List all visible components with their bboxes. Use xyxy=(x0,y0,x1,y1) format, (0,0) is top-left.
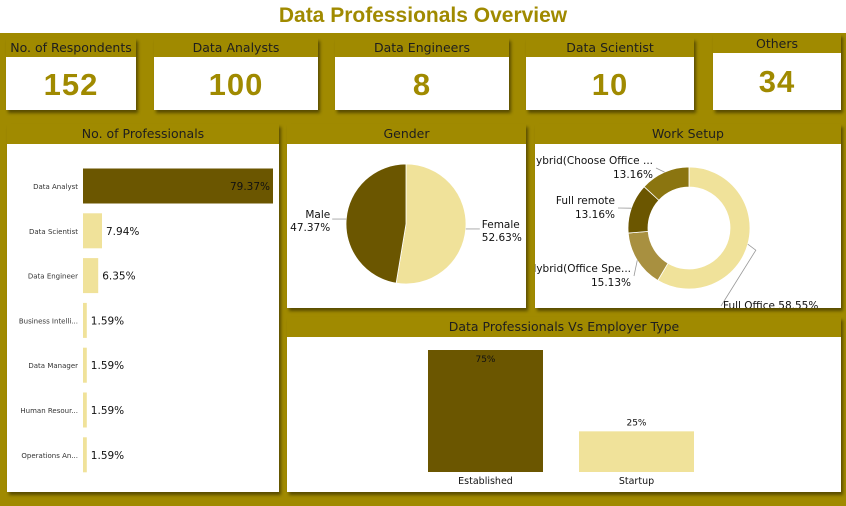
segment-label: Hybrid(Choose Office ... xyxy=(535,155,653,167)
slice-value: 52.63% xyxy=(482,232,522,244)
work-setup-donut-chart: Full Office 58.55% Hybrid(Office Spe... 15… xyxy=(528,155,818,312)
kpi-label: Data Scientist xyxy=(526,38,694,57)
kpi-value: 10 xyxy=(591,67,629,102)
slice-label: Female xyxy=(482,219,520,231)
category-label: Human Resour... xyxy=(20,407,78,415)
segment-label: Full remote xyxy=(556,195,615,207)
category-label: Data Manager xyxy=(28,362,78,370)
kpi-value: 152 xyxy=(43,67,99,102)
slice-female xyxy=(395,163,467,285)
category-label: Established xyxy=(458,476,513,487)
bar-data-analyst xyxy=(83,168,273,204)
donut-segment-1 xyxy=(627,230,669,281)
kpi-card-data-analysts[interactable]: Data Analysts 100 xyxy=(154,38,318,110)
employer-type-bar-chart: 75% Established 25% Startup xyxy=(428,350,694,487)
kpi-label: Data Engineers xyxy=(335,38,509,57)
category-label: Operations An... xyxy=(21,452,78,460)
kpi-label: Others xyxy=(713,34,841,53)
kpi-card-respondents[interactable]: No. of Respondents 152 xyxy=(6,38,136,110)
data-label: 1.59% xyxy=(91,450,124,462)
employer-panel: Data Professionals Vs Employer Type 75% E… xyxy=(287,317,841,492)
bar-startup xyxy=(579,431,694,472)
data-label: 1.59% xyxy=(91,315,124,327)
category-label: Data Scientist xyxy=(29,228,78,236)
page-title: Data Professionals Overview xyxy=(278,4,568,27)
kpi-value: 34 xyxy=(758,64,796,99)
data-label: 7.94% xyxy=(106,226,139,238)
donut-segment-3 xyxy=(643,166,690,201)
kpi-value: 100 xyxy=(208,67,264,102)
kpi-value: 8 xyxy=(412,67,432,102)
data-label: 1.59% xyxy=(91,360,124,372)
data-label: 6.35% xyxy=(102,271,135,283)
kpi-card-others[interactable]: Others 34 xyxy=(713,34,841,110)
category-label: Business Intelli... xyxy=(19,317,78,325)
bar-human-resour- xyxy=(83,392,87,428)
data-label: 79.37% xyxy=(230,181,270,193)
panel-title: Data Professionals Vs Employer Type xyxy=(287,317,841,337)
bar-data-scientist xyxy=(83,213,103,249)
segment-value: 13.16% xyxy=(575,209,615,221)
data-label: 75% xyxy=(475,355,495,365)
kpi-card-data-engineers[interactable]: Data Engineers 8 xyxy=(335,38,509,110)
bar-data-engineer xyxy=(83,258,99,294)
category-label: Startup xyxy=(619,476,654,487)
donut-segment-0 xyxy=(657,166,751,290)
title-bar: Data Professionals Overview xyxy=(0,0,846,33)
kpi-card-data-scientist[interactable]: Data Scientist 10 xyxy=(526,38,694,110)
segment-value: 13.16% xyxy=(613,169,653,181)
kpi-label: Data Analysts xyxy=(154,38,318,57)
slice-label: Male xyxy=(305,209,330,221)
segment-value: 15.13% xyxy=(591,277,631,289)
kpi-label: No. of Respondents xyxy=(6,38,136,57)
leader-line xyxy=(720,243,757,307)
data-label: 25% xyxy=(626,418,646,428)
category-label: Data Analyst xyxy=(33,183,78,191)
slice-male xyxy=(345,163,407,284)
data-label: 1.59% xyxy=(91,405,124,417)
category-label: Data Engineer xyxy=(28,273,78,281)
leader-line xyxy=(633,260,638,277)
professionals-bar-chart: Data Analyst 79.37% Data Scientist 7.94% Dat… xyxy=(19,168,273,473)
gender-panel: Gender Female 52.63% Male 47.37% xyxy=(287,124,526,308)
work-setup-panel: Work Setup Full Office 58.55% Hybrid(Offi… xyxy=(528,124,841,312)
bar-operations-an- xyxy=(83,437,87,473)
professionals-panel: No. of Professionals Data Analyst 79.37% D… xyxy=(7,124,279,492)
bar-data-manager xyxy=(83,347,87,383)
segment-label: Full Office 58.55% xyxy=(723,300,818,308)
panel-title: No. of Professionals xyxy=(7,124,279,144)
leader-line xyxy=(655,167,665,173)
bar-business-intelli- xyxy=(83,302,87,338)
panel-title: Gender xyxy=(287,124,526,144)
segment-label: Hybrid(Office Spe... xyxy=(535,263,631,275)
bar-established xyxy=(428,350,543,472)
slice-value: 47.37% xyxy=(290,222,330,234)
panel-title: Work Setup xyxy=(535,124,841,144)
